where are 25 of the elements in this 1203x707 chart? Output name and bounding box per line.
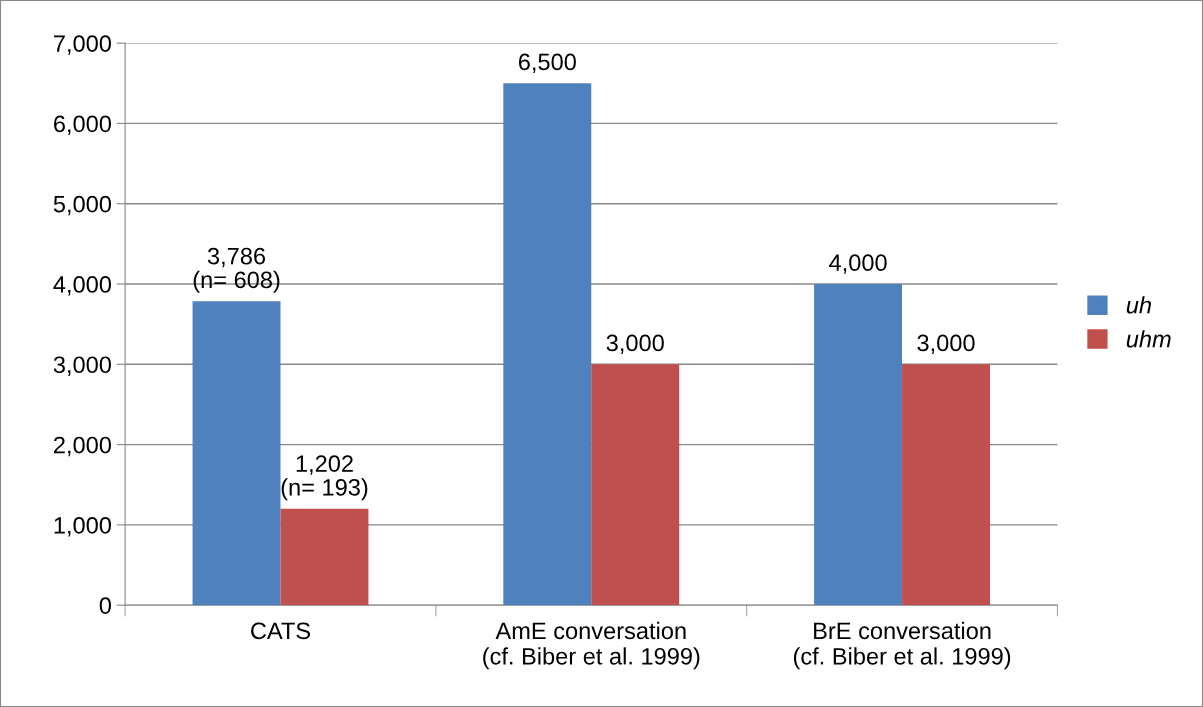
x-tick-label: AmE conversation (cf. Biber et al. 1999) — [483, 621, 700, 670]
y-tick-label: 6,000 — [54, 115, 111, 135]
y-tick-label: 1,000 — [54, 516, 111, 537]
bar — [591, 364, 680, 606]
x-tick-label: BrE conversation (cf. Biber et al. 1999) — [793, 621, 1011, 670]
y-tick-label: 4,000 — [53, 276, 111, 296]
bar — [902, 364, 990, 606]
bar — [814, 284, 903, 606]
bar — [192, 301, 281, 606]
y-tick-label: 0 — [99, 597, 111, 614]
bar — [503, 83, 592, 606]
x-tick-label: CATS — [251, 622, 311, 640]
data-label: 3,000 — [606, 334, 664, 355]
data-label: 3,000 — [917, 334, 975, 355]
data-label: 3,786 (n= 608) — [193, 247, 280, 293]
legend-label: uh — [1126, 296, 1151, 314]
bar — [280, 508, 369, 606]
y-tick-label: 5,000 — [53, 195, 111, 216]
y-tick-label: 3,000 — [53, 356, 111, 376]
y-tick-label: 2,000 — [54, 436, 111, 457]
data-label: 1,202 (n= 193) — [281, 455, 368, 501]
data-label: 4,000 — [829, 254, 887, 274]
data-label: 6,500 — [518, 53, 576, 74]
legend-label: uhm — [1126, 330, 1171, 348]
y-tick-label: 7,000 — [54, 35, 111, 55]
